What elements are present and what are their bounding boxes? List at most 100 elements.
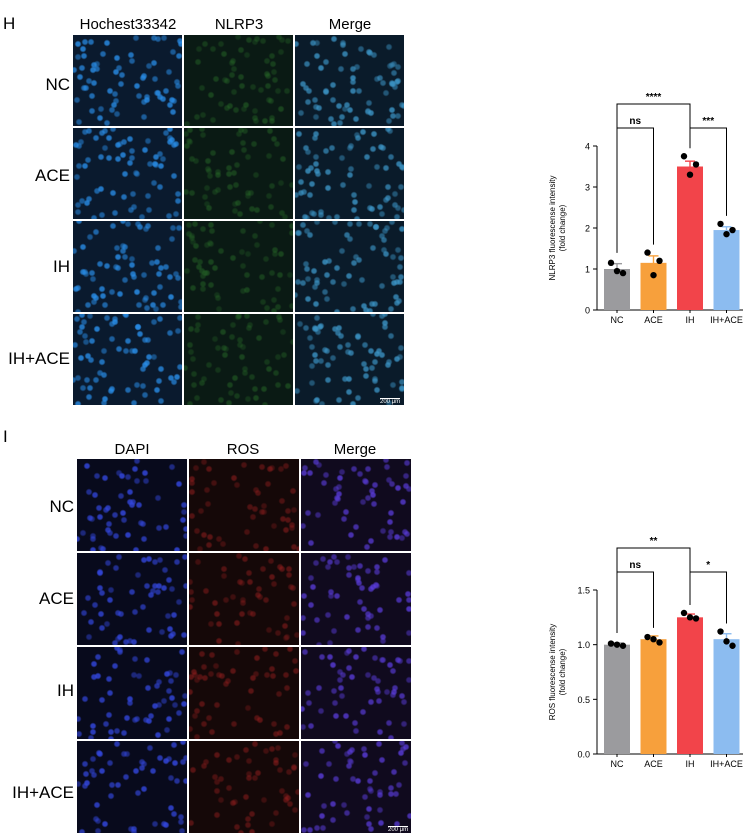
y-tick-label: 0.5 [577,695,590,705]
micrograph-tile [295,35,404,126]
y-axis-label: (fold change) [558,648,567,695]
micrograph-tile [301,459,411,551]
column-header: Merge [333,441,377,458]
data-point [680,609,688,617]
bar-ace [640,639,667,754]
data-point [656,639,663,646]
panel-letter-i: I [3,427,8,446]
scale-bar [380,398,400,399]
micrograph-tile [301,741,411,833]
y-tick-label: 3 [585,183,590,193]
data-point [644,249,651,256]
x-tick-label: IH [686,315,695,325]
micrograph-tile [189,459,299,551]
y-axis-label: ROS fluorescense intensity [548,624,557,721]
significance-label: *** [702,116,714,127]
micrograph-tile [77,647,187,739]
micrograph-tile [295,128,404,219]
bar-nc [604,644,630,754]
micrograph-tile [73,128,182,219]
y-axis-label: (fold change) [558,204,567,251]
row-label: IH+ACE [8,349,70,368]
significance-bracket [616,103,691,241]
data-point [717,220,724,228]
column-header: NLRP3 [214,16,264,33]
data-point [650,271,657,279]
scale-bar-label: 200 μm [388,827,409,833]
micrograph-tile [184,35,293,126]
micrograph-tile [184,314,293,405]
significance-label: ns [629,560,641,571]
row-label: NC [49,497,74,516]
y-tick-label: 4 [585,142,590,152]
micrograph-tile [77,553,187,645]
significance-bracket [616,571,654,634]
significance-label: **** [646,92,662,103]
micrograph-tile [77,459,187,551]
micrograph-tile [189,741,299,833]
nlrp3-bar-chart: 0 1 2 3 4 NLRP3 fluorescense intensity (fold c… [548,92,743,325]
micrograph-tile [184,128,293,219]
x-tick-label: ACE [644,315,663,325]
bar-ace [640,262,667,310]
y-tick-label: 0 [585,306,590,316]
micrograph-tile [295,221,404,312]
y-tick-label: 2 [585,224,590,234]
row-label: IH+ACE [12,783,74,802]
data-point [619,642,627,649]
row-label: ACE [39,589,74,608]
data-point [680,153,688,160]
x-tick-label: IH [686,759,695,769]
micrograph-tile [295,314,404,405]
micrograph-tile [189,647,299,739]
micrograph-tile [73,221,182,312]
micrograph-grid-i [77,459,413,835]
x-tick-label: NC [611,315,624,325]
data-point [686,614,694,621]
y-axis-label: NLRP3 fluorescense intensity [548,176,557,281]
data-point [729,642,736,649]
significance-bracket [616,547,691,622]
row-label: ACE [35,166,70,185]
data-point [717,628,724,635]
micrograph-tile [73,314,182,405]
bar-nc [604,269,630,310]
data-point [723,230,730,238]
column-header: Merge [328,16,372,33]
x-tick-label: IH+ACE [710,759,743,769]
data-point [613,267,621,275]
bar-ih [677,617,703,754]
data-point [650,636,657,643]
x-tick-label: IH+ACE [710,315,743,325]
data-point [613,641,621,648]
micrograph-tile [184,221,293,312]
significance-label: * [706,560,710,571]
significance-bracket [616,127,654,253]
significance-label: ns [629,116,641,127]
column-header: DAPI [114,441,150,458]
scale-bar-label: 200 μm [380,399,401,405]
data-point [656,257,663,264]
micrograph-tile [301,647,411,739]
data-point [729,226,736,234]
micrograph-tile [73,35,182,126]
row-label: IH [53,257,70,276]
data-point [723,638,730,645]
data-point [686,171,694,178]
column-header: Hochest33342 [79,16,177,33]
data-point [619,269,627,277]
micrograph-grid-h [73,35,406,408]
data-point [692,161,700,168]
y-tick-label: 1 [585,265,590,275]
significance-label: ** [650,536,658,547]
row-label: IH [57,681,74,700]
data-point [644,633,651,641]
micrograph-tile [301,553,411,645]
ros-bar-chart: 0.0 0.5 1.0 1.5 ROS fluorescense intensity (f… [548,536,743,769]
micrograph-tile [77,741,187,833]
y-tick-label: 1.0 [577,640,590,650]
x-tick-label: NC [611,759,624,769]
x-tick-label: ACE [644,759,663,769]
column-header: ROS [226,441,260,458]
micrograph-tile [189,553,299,645]
